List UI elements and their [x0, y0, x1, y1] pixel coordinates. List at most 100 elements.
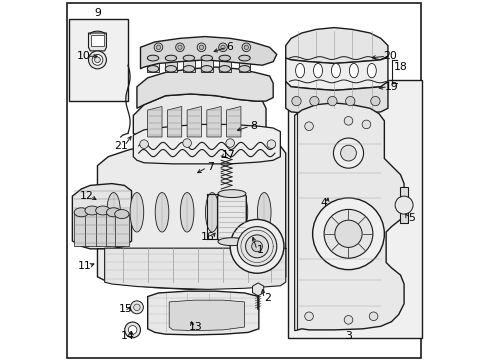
Polygon shape: [133, 125, 280, 164]
Circle shape: [309, 96, 319, 106]
Polygon shape: [201, 58, 212, 72]
Circle shape: [197, 43, 205, 51]
Ellipse shape: [234, 193, 247, 232]
Ellipse shape: [106, 193, 120, 232]
Polygon shape: [167, 107, 182, 137]
Circle shape: [130, 301, 143, 314]
Text: 6: 6: [226, 42, 233, 52]
Polygon shape: [115, 214, 129, 246]
Text: 15: 15: [118, 304, 132, 314]
Text: 13: 13: [189, 322, 203, 332]
Text: 5: 5: [407, 213, 414, 222]
Polygon shape: [74, 212, 88, 246]
Ellipse shape: [165, 55, 176, 61]
Polygon shape: [96, 211, 110, 246]
Circle shape: [124, 322, 140, 338]
Text: 1: 1: [257, 245, 264, 255]
Circle shape: [362, 120, 370, 129]
Text: 21: 21: [114, 141, 127, 151]
Text: 19: 19: [384, 82, 398, 92]
Circle shape: [218, 43, 227, 51]
Bar: [287, 80, 421, 338]
Circle shape: [244, 45, 248, 49]
Text: 10: 10: [77, 51, 91, 61]
Polygon shape: [104, 248, 285, 289]
Polygon shape: [238, 58, 250, 72]
Ellipse shape: [183, 66, 194, 72]
Circle shape: [368, 312, 377, 320]
Polygon shape: [147, 291, 258, 335]
Ellipse shape: [313, 63, 322, 78]
Circle shape: [304, 312, 313, 320]
Circle shape: [225, 139, 234, 147]
Polygon shape: [294, 114, 297, 330]
Polygon shape: [85, 211, 99, 246]
Circle shape: [237, 226, 276, 266]
Ellipse shape: [238, 66, 250, 72]
Ellipse shape: [165, 66, 176, 72]
Text: 12: 12: [80, 191, 93, 201]
Circle shape: [312, 198, 384, 270]
Circle shape: [340, 145, 356, 161]
Polygon shape: [226, 107, 241, 137]
Polygon shape: [252, 283, 263, 296]
Ellipse shape: [74, 208, 88, 217]
Bar: [69, 19, 128, 101]
Text: 16: 16: [201, 232, 214, 242]
Polygon shape: [97, 140, 285, 289]
Circle shape: [327, 96, 336, 106]
Ellipse shape: [183, 55, 194, 61]
Ellipse shape: [201, 55, 212, 61]
Ellipse shape: [349, 63, 358, 78]
Polygon shape: [72, 184, 131, 249]
Text: 2: 2: [264, 293, 271, 303]
Ellipse shape: [147, 55, 159, 61]
Polygon shape: [88, 33, 106, 51]
Ellipse shape: [366, 63, 376, 78]
Circle shape: [128, 325, 137, 334]
Circle shape: [251, 241, 262, 252]
Circle shape: [199, 45, 203, 49]
Circle shape: [156, 45, 160, 49]
Polygon shape: [285, 28, 387, 63]
Circle shape: [133, 304, 140, 311]
Polygon shape: [140, 37, 276, 69]
Text: 14: 14: [121, 331, 135, 341]
Ellipse shape: [106, 208, 121, 217]
Text: 20: 20: [382, 51, 396, 61]
Circle shape: [333, 138, 363, 168]
Polygon shape: [147, 107, 162, 137]
Polygon shape: [169, 300, 244, 330]
Polygon shape: [219, 58, 230, 72]
Text: 4: 4: [319, 198, 326, 208]
Polygon shape: [165, 58, 176, 72]
Circle shape: [370, 96, 379, 106]
Polygon shape: [400, 187, 407, 223]
Text: 3: 3: [345, 331, 351, 341]
Polygon shape: [187, 107, 201, 137]
Circle shape: [266, 140, 275, 148]
Circle shape: [344, 117, 352, 125]
Text: 8: 8: [249, 121, 256, 131]
Circle shape: [304, 122, 313, 131]
Ellipse shape: [180, 193, 194, 232]
Text: 18: 18: [393, 62, 407, 72]
Circle shape: [88, 51, 106, 69]
Ellipse shape: [331, 63, 340, 78]
Ellipse shape: [219, 55, 230, 61]
Polygon shape: [285, 81, 387, 116]
Polygon shape: [133, 94, 265, 140]
Circle shape: [92, 54, 102, 65]
Polygon shape: [294, 103, 403, 330]
Ellipse shape: [205, 193, 219, 232]
Circle shape: [334, 220, 362, 247]
Ellipse shape: [96, 206, 110, 215]
Circle shape: [394, 196, 412, 214]
Ellipse shape: [218, 190, 245, 198]
Polygon shape: [147, 58, 159, 72]
Ellipse shape: [130, 193, 143, 232]
Text: 7: 7: [206, 162, 213, 172]
Polygon shape: [285, 56, 387, 90]
Circle shape: [345, 96, 354, 106]
Polygon shape: [106, 212, 121, 246]
